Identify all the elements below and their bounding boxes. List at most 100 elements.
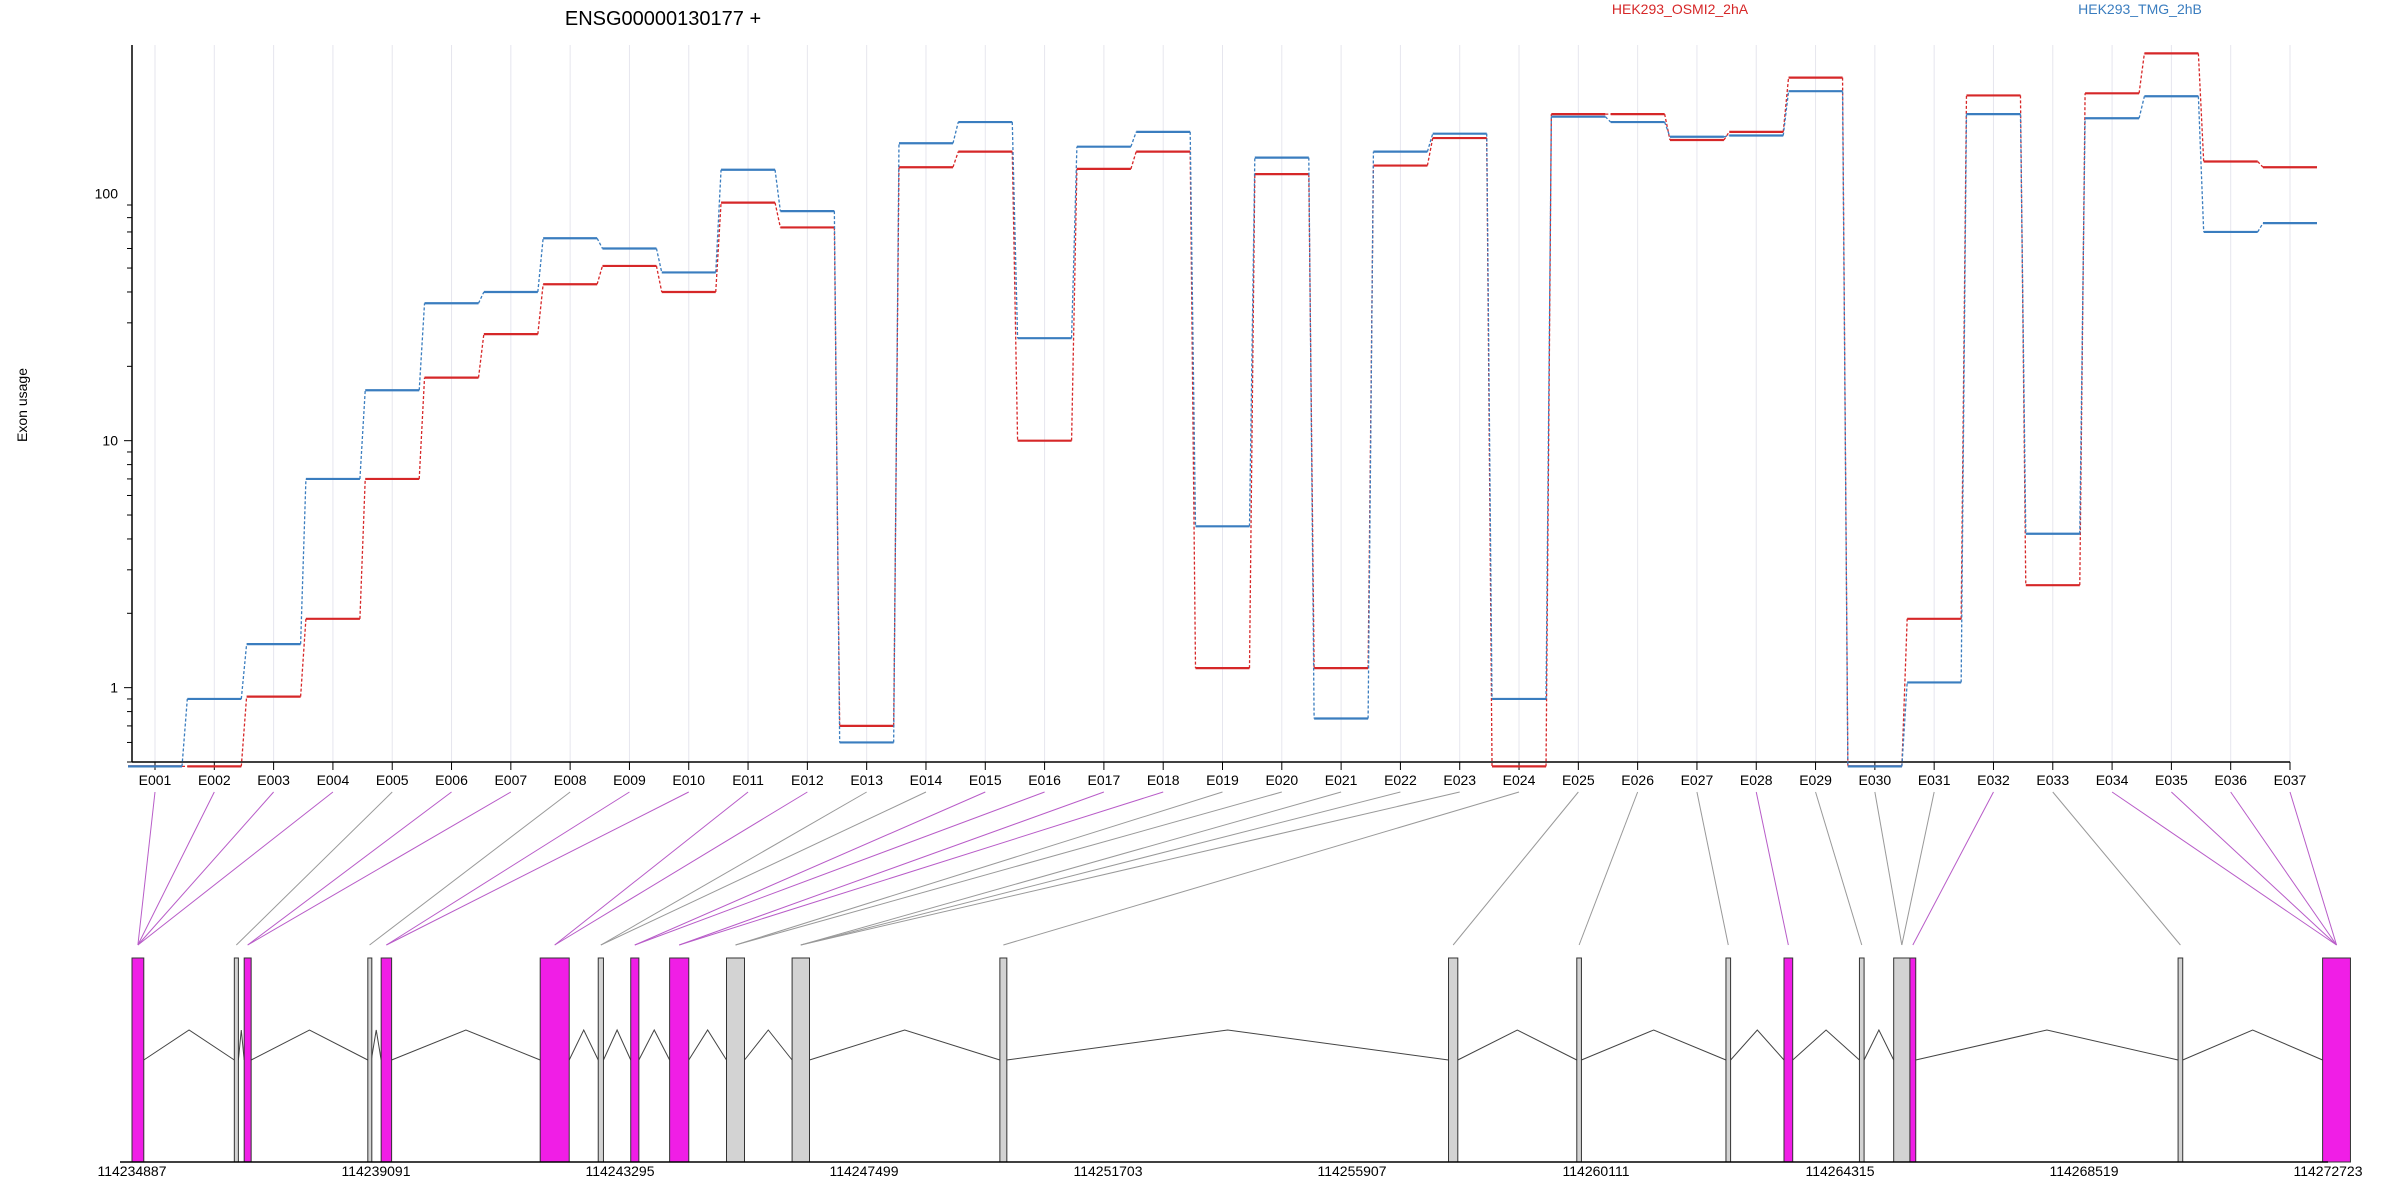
series-1-connector bbox=[1130, 151, 1137, 170]
x-tick-label-e012: E012 bbox=[791, 772, 824, 788]
series-2-connector bbox=[655, 248, 663, 273]
x-tick-label-e002: E002 bbox=[198, 772, 231, 788]
series-2-connector bbox=[299, 478, 307, 645]
intron-line bbox=[370, 1029, 382, 1061]
series-2-connector bbox=[1070, 146, 1078, 339]
exon-block-3 bbox=[243, 957, 252, 1163]
y-axis-label: Exon usage bbox=[14, 368, 30, 442]
series-1-connector bbox=[1723, 131, 1730, 141]
x-tick-label-e023: E023 bbox=[1443, 772, 1476, 788]
connector-e004 bbox=[137, 791, 334, 946]
series-2-connector bbox=[1723, 134, 1730, 138]
series-1-connector bbox=[1664, 113, 1671, 141]
exon-block-12 bbox=[999, 957, 1008, 1163]
series-2-connector bbox=[1011, 122, 1019, 339]
x-tick-label-e003: E003 bbox=[257, 772, 290, 788]
x-tick-label-e005: E005 bbox=[376, 772, 409, 788]
intron-line bbox=[1915, 1029, 2179, 1061]
exon-connector-lines bbox=[137, 791, 2338, 946]
series-1-connector bbox=[1070, 168, 1078, 441]
series-2-connector bbox=[596, 237, 604, 249]
intron-line bbox=[1730, 1029, 1785, 1061]
x-tick-label-e014: E014 bbox=[910, 772, 943, 788]
x-tick-label-e015: E015 bbox=[969, 772, 1002, 788]
exon-block-20 bbox=[2177, 957, 2184, 1163]
series-1-connector bbox=[2197, 53, 2205, 162]
genomic-coordinate-label-9: 114268519 bbox=[2049, 1163, 2118, 1179]
connector-e015 bbox=[634, 791, 986, 946]
series-1-connector bbox=[655, 265, 663, 293]
x-tick-label-e009: E009 bbox=[613, 772, 646, 788]
genomic-coordinate-label-10: 114272723 bbox=[2293, 1163, 2362, 1179]
intron-line bbox=[603, 1028, 632, 1061]
intron-line bbox=[250, 1029, 369, 1061]
x-tick-label-e018: E018 bbox=[1147, 772, 1180, 788]
series-1-connector bbox=[1248, 174, 1256, 669]
series-2-connector bbox=[952, 121, 959, 144]
exon-block-18 bbox=[1893, 957, 1911, 1163]
exon-block-14 bbox=[1576, 957, 1582, 1163]
y-tick-label-1: 1 bbox=[110, 680, 118, 696]
series-2-connector bbox=[2257, 222, 2264, 233]
exon-block-17 bbox=[1858, 957, 1865, 1163]
intron-line bbox=[1792, 1029, 1860, 1061]
connector-e026 bbox=[1578, 791, 1639, 946]
connector-e035 bbox=[2171, 791, 2337, 946]
x-tick-label-e035: E035 bbox=[2155, 772, 2188, 788]
series-1-connector bbox=[1308, 174, 1315, 669]
x-tick-label-e026: E026 bbox=[1621, 772, 1654, 788]
series-1-connector bbox=[2138, 53, 2146, 94]
connector-e029 bbox=[1815, 791, 1863, 946]
x-tick-label-e032: E032 bbox=[1977, 772, 2010, 788]
connector-e018 bbox=[679, 791, 1164, 946]
series-2-connector bbox=[1841, 91, 1849, 767]
connector-e002 bbox=[137, 791, 215, 946]
series-2-connector bbox=[537, 238, 544, 293]
x-tick-label-e025: E025 bbox=[1562, 772, 1595, 788]
genomic-coordinate-label-1: 114234887 bbox=[97, 1163, 166, 1179]
x-tick-label-e036: E036 bbox=[2214, 772, 2247, 788]
connector-e001 bbox=[137, 791, 156, 946]
plot-series bbox=[128, 52, 2317, 768]
x-tick-label-e024: E024 bbox=[1503, 772, 1536, 788]
intron-line bbox=[1006, 1029, 1449, 1061]
intron-line bbox=[1863, 1028, 1895, 1061]
x-tick-label-e029: E029 bbox=[1799, 772, 1832, 788]
series-1-connector bbox=[477, 334, 485, 378]
series-2-connector bbox=[418, 303, 426, 391]
series-2-connector bbox=[833, 211, 841, 743]
connector-e030 bbox=[1874, 791, 1903, 946]
intron-line bbox=[1457, 1029, 1578, 1061]
x-tick-label-e019: E019 bbox=[1206, 772, 1239, 788]
series-1-connector bbox=[418, 377, 426, 479]
genomic-coordinate-label-5: 114251703 bbox=[1073, 1163, 1142, 1179]
x-tick-label-e033: E033 bbox=[2036, 772, 2069, 788]
exon-block-16 bbox=[1783, 957, 1794, 1163]
y-tick-label-10: 10 bbox=[102, 433, 118, 449]
series-2-connector bbox=[1604, 116, 1612, 123]
x-tick-label-e028: E028 bbox=[1740, 772, 1773, 788]
series-1-connector bbox=[1545, 114, 1552, 767]
intron-line bbox=[143, 1029, 235, 1061]
series-1-connector bbox=[240, 696, 248, 767]
series-1-connector bbox=[1426, 137, 1434, 166]
connector-e033 bbox=[2052, 791, 2181, 946]
series-2-connector bbox=[1664, 121, 1671, 138]
x-tick-label-e004: E004 bbox=[317, 772, 350, 788]
exon-block-10 bbox=[726, 957, 745, 1163]
connector-e032 bbox=[1912, 791, 1994, 946]
series-2-connector bbox=[774, 169, 782, 212]
connector-e022 bbox=[800, 791, 1401, 946]
exon-block-2 bbox=[233, 957, 239, 1163]
connector-e017 bbox=[679, 791, 1105, 946]
genomic-coordinate-label-7: 114260111 bbox=[1563, 1163, 1630, 1179]
series-1-connector bbox=[1486, 138, 1493, 767]
series-1-connector bbox=[537, 284, 544, 335]
series-2-connector bbox=[181, 698, 188, 767]
legend-entry-series-2: HEK293_TMG_2hB bbox=[2078, 1, 2202, 17]
x-tick-label-e016: E016 bbox=[1028, 772, 1061, 788]
x-tick-label-e010: E010 bbox=[672, 772, 705, 788]
connector-e003 bbox=[137, 791, 274, 946]
genomic-coordinate-label-8: 114264315 bbox=[1805, 1163, 1874, 1179]
